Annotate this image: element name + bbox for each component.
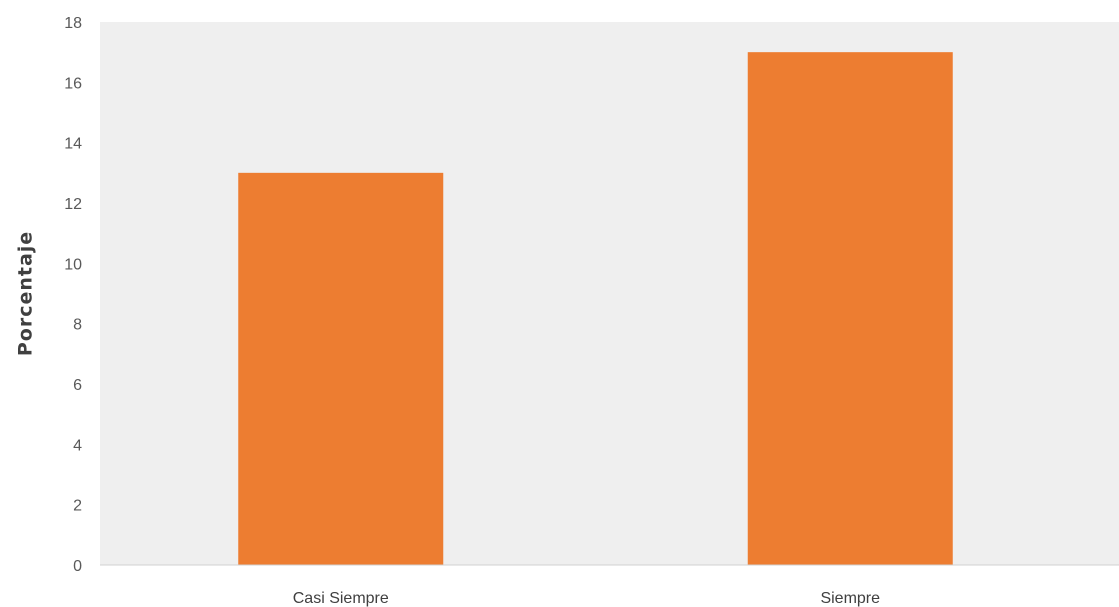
- y-tick-label: 8: [73, 317, 82, 334]
- bars-group: [238, 52, 953, 566]
- y-axis-title: Porcentaje: [15, 231, 37, 356]
- x-axis-categories: Casi Siempre Siempre: [293, 590, 880, 607]
- y-tick-label: 2: [73, 498, 82, 515]
- y-tick-label: 0: [73, 558, 82, 575]
- y-axis-ticks: 0 2 4 6 8 10 12 14 16 18: [64, 15, 82, 575]
- y-tick-label: 6: [73, 377, 82, 394]
- y-tick-label: 18: [64, 15, 82, 32]
- y-tick-label: 12: [64, 196, 82, 213]
- bar: [747, 52, 953, 565]
- y-tick-label: 16: [64, 75, 82, 92]
- y-tick-label: 14: [64, 136, 82, 153]
- bar: [238, 172, 444, 566]
- y-tick-label: 4: [73, 437, 82, 454]
- x-category-label: Casi Siempre: [293, 590, 389, 607]
- x-category-label: Siempre: [820, 590, 880, 607]
- y-tick-label: 10: [64, 256, 82, 273]
